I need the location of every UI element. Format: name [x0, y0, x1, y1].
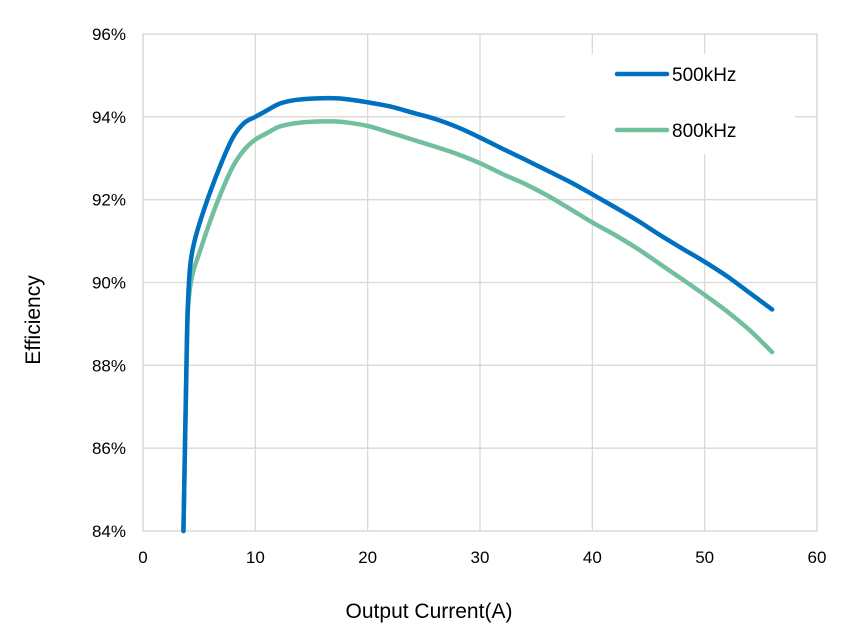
x-tick-label: 10	[246, 548, 265, 567]
x-axis-ticks: 0 10 20 30 40 50 60	[138, 548, 826, 567]
y-tick-label: 84%	[92, 522, 126, 541]
y-axis-ticks: 84% 86% 88% 90% 92% 94% 96%	[92, 25, 126, 541]
y-tick-label: 86%	[92, 439, 126, 458]
x-tick-label: 0	[138, 548, 147, 567]
y-axis-title: Efficiency	[22, 275, 45, 365]
y-tick-label: 94%	[92, 108, 126, 127]
x-tick-label: 50	[695, 548, 714, 567]
legend-label-500khz: 500kHz	[672, 65, 736, 86]
x-tick-label: 30	[471, 548, 490, 567]
x-tick-label: 40	[583, 548, 602, 567]
x-tick-label: 60	[808, 548, 827, 567]
legend-background	[565, 54, 795, 154]
series-lines	[181, 95, 775, 534]
legend-label-800khz: 800kHz	[672, 121, 736, 142]
plot-frame	[142, 33, 818, 532]
legend: 500kHz 800kHz	[614, 65, 736, 142]
y-tick-label: 88%	[92, 356, 126, 375]
x-tick-label: 20	[358, 548, 377, 567]
x-axis-title: Output Current(A)	[346, 600, 513, 623]
y-tick-label: 90%	[92, 274, 126, 293]
series-line-800khz	[181, 119, 775, 534]
series-line-500khz	[181, 95, 775, 534]
y-tick-label: 92%	[92, 191, 126, 210]
y-tick-label: 96%	[92, 25, 126, 44]
